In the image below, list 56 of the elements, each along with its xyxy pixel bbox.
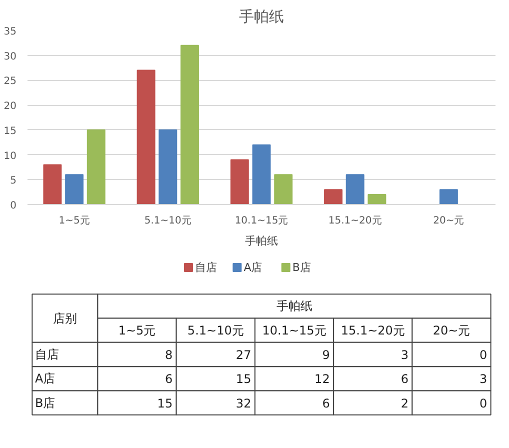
x-tick-label: 1~5元 <box>118 323 156 338</box>
y-tick-label: 20 <box>4 101 17 112</box>
x-tick-label: 1~5元 <box>58 216 90 226</box>
y-axis-title: 店别 <box>52 311 77 326</box>
bar <box>43 164 62 204</box>
y-tick-label: 15 <box>4 126 17 137</box>
bar <box>136 70 156 204</box>
x-tick-label: 5.1~10元 <box>144 216 192 226</box>
y-tick-label: 25 <box>4 76 17 88</box>
data-label: 32 <box>236 396 252 410</box>
bar <box>346 174 364 204</box>
y-tick-label: 30 <box>4 51 17 62</box>
x-axis-title: 手帕纸 <box>245 234 278 248</box>
bar <box>158 129 178 204</box>
data-label: 3 <box>400 348 408 362</box>
bar <box>439 189 458 204</box>
data-label: 3 <box>479 372 488 386</box>
x-tick-label: 15.1~20元 <box>340 323 405 338</box>
y-tick-label: 自店 <box>34 348 59 362</box>
x-axis-title: 手帕纸 <box>276 299 312 314</box>
data-label: 6 <box>164 372 173 386</box>
y-tick-label: 5 <box>10 176 17 187</box>
data-label: 27 <box>236 348 252 362</box>
bar <box>86 129 106 204</box>
y-tick-label: 35 <box>4 26 17 38</box>
data-label: 9 <box>322 348 330 362</box>
x-tick-label: 10.1~15元 <box>234 216 288 226</box>
y-tick-label: 10 <box>4 150 17 162</box>
y-tick-label: B店 <box>34 396 56 410</box>
legend-label: A店 <box>244 261 262 274</box>
legend-label: 自店 <box>195 261 218 274</box>
bar <box>368 194 386 204</box>
x-tick-label: 20~元 <box>432 323 470 338</box>
x-tick-label: 15.1~20元 <box>328 216 382 226</box>
data-label: 0 <box>479 396 488 410</box>
data-label: 0 <box>479 348 488 362</box>
data-label: 6 <box>322 396 330 410</box>
x-tick-label: 20~元 <box>433 216 464 226</box>
data-label: 15 <box>236 372 252 386</box>
bar <box>274 174 293 204</box>
data-label: 6 <box>400 372 408 386</box>
y-tick-label: 0 <box>10 200 17 212</box>
x-tick-label: 10.1~15元 <box>262 323 326 338</box>
x-tick-label: 5.1~10元 <box>187 323 244 338</box>
data-label: 12 <box>314 372 330 386</box>
data-label: 8 <box>164 348 173 362</box>
bar <box>230 159 249 204</box>
chart-title: 手帕纸 <box>239 8 284 26</box>
bar <box>252 144 271 204</box>
data-label: 15 <box>157 396 173 410</box>
bar <box>180 44 199 204</box>
legend-label: B店 <box>292 261 311 274</box>
bar <box>65 174 84 204</box>
y-tick-label: A店 <box>34 372 56 386</box>
bar <box>324 189 342 204</box>
data-label: 2 <box>400 396 408 410</box>
